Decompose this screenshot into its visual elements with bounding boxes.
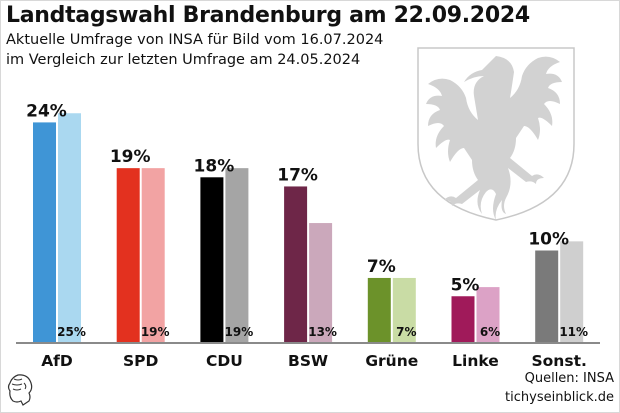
category-label-afd: AfD: [41, 352, 73, 370]
bar-gruene-current: [367, 277, 391, 342]
data-label-spd-previous: 19%: [141, 325, 170, 339]
bar-linke-current: [451, 296, 475, 342]
tichys-einblick-logo-icon: [6, 373, 36, 411]
category-label-linke: Linke: [452, 352, 499, 370]
bar-gruene-previous: [392, 277, 416, 342]
source-label: Quellen: INSA: [524, 371, 614, 386]
data-label-bsw-previous: 13%: [308, 325, 337, 339]
bar-linke-previous: [476, 287, 500, 342]
category-label-cdu: CDU: [206, 352, 243, 370]
data-label-linke-previous: 6%: [480, 325, 500, 339]
data-label-sonst-current: 10%: [528, 230, 569, 250]
data-label-bsw-current: 17%: [277, 165, 318, 185]
data-label-linke-current: 5%: [451, 275, 480, 295]
chart-title: Landtagswahl Brandenburg am 22.09.2024: [6, 3, 530, 28]
publisher-label: tichyseinblick.de: [505, 390, 614, 405]
category-label-gruene: Grüne: [365, 352, 418, 370]
bar-afd-previous: [58, 113, 81, 342]
bar-cdu-current: [200, 177, 224, 342]
bar-afd-current: [33, 122, 56, 343]
category-label-sonst: Sonst.: [532, 352, 587, 370]
bar-cdu-previous: [225, 168, 249, 342]
bar-bsw-previous: [309, 223, 333, 342]
chart-subtitle-comparison: im Vergleich zur letzten Umfrage am 24.0…: [6, 52, 361, 68]
data-label-afd-previous: 25%: [57, 325, 86, 339]
data-label-spd-current: 19%: [110, 147, 151, 167]
category-label-spd: SPD: [123, 352, 159, 370]
category-label-bsw: BSW: [288, 352, 328, 370]
bar-spd-current: [116, 168, 140, 342]
chart-subtitle-current: Aktuelle Umfrage von INSA für Bild vom 1…: [6, 32, 384, 48]
bar-spd-previous: [141, 168, 165, 342]
bar-bsw-current: [284, 186, 308, 342]
bar-sonst-current: [535, 250, 559, 342]
bar-sonst-previous: [560, 241, 584, 342]
data-label-cdu-current: 18%: [194, 156, 235, 176]
data-label-gruene-current: 7%: [367, 257, 396, 277]
data-label-sonst-previous: 11%: [559, 325, 588, 339]
data-label-gruene-previous: 7%: [396, 325, 416, 339]
brandenburg-eagle-crest-icon: [414, 44, 578, 226]
data-label-afd-current: 24%: [26, 101, 67, 121]
data-label-cdu-previous: 19%: [225, 325, 254, 339]
